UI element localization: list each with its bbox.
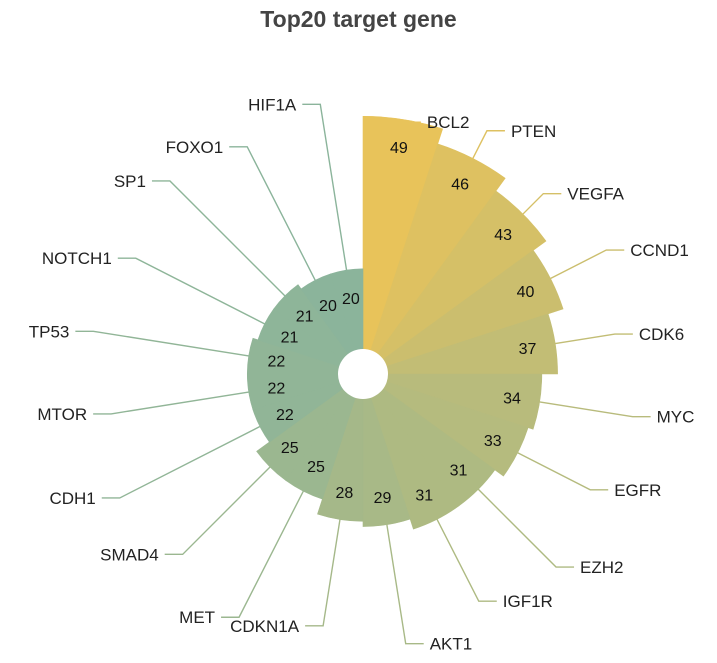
value-label-foxo1: 20	[319, 298, 337, 315]
category-label-ezh2: EZH2	[580, 558, 623, 577]
category-label-notch1: NOTCH1	[42, 249, 112, 268]
value-label-cdh1: 22	[276, 407, 294, 424]
leader-line-tp53	[75, 330, 249, 357]
category-label-tp53: TP53	[29, 322, 70, 341]
leader-line-cdk6	[555, 333, 633, 345]
value-label-pten: 46	[451, 176, 469, 193]
category-label-myc: MYC	[657, 408, 695, 427]
value-label-ezh2: 31	[450, 463, 468, 480]
category-label-akt1: AKT1	[430, 635, 473, 654]
value-label-cdkn1a: 28	[335, 485, 353, 502]
category-label-foxo1: FOXO1	[166, 138, 224, 157]
leader-line-smad4	[164, 466, 271, 556]
category-labels: BCL2 PTEN VEGFA CCND1 CDK6 MYC EGFR EZH2 IGF1R AK…	[29, 95, 695, 653]
category-label-vegfa: VEGFA	[567, 185, 624, 204]
value-label-mtor: 22	[267, 381, 285, 398]
value-labels: 49 46 43 40 37 34 33 31 31 29 28 25 25 22 22 22 21 21 20 20	[267, 140, 536, 507]
value-label-vegfa: 43	[494, 227, 512, 244]
value-label-egfr: 33	[484, 433, 502, 450]
leader-line-mtor	[93, 391, 249, 415]
leader-lines	[75, 103, 651, 645]
leader-line-foxo1	[229, 146, 316, 281]
leader-line-cdkn1a	[305, 519, 341, 627]
value-label-igf1r: 31	[415, 487, 433, 504]
value-label-cdk6: 37	[519, 341, 537, 358]
bars	[246, 115, 564, 530]
category-label-sp1: SP1	[114, 172, 146, 191]
leader-line-igf1r	[436, 518, 497, 602]
category-label-bcl2: BCL2	[427, 113, 470, 132]
center-hole	[338, 349, 388, 399]
leader-line-egfr	[517, 452, 609, 491]
leader-line-pten	[472, 130, 505, 159]
category-label-met: MET	[179, 608, 215, 627]
leader-line-notch1	[117, 257, 265, 325]
category-label-cdkn1a: CDKN1A	[230, 617, 300, 636]
leader-line-met	[221, 490, 304, 618]
leader-line-hif1a	[302, 103, 348, 271]
category-label-mtor: MTOR	[37, 405, 87, 424]
value-label-bcl2: 49	[390, 140, 408, 157]
category-label-egfr: EGFR	[614, 481, 661, 500]
value-label-ccnd1: 40	[517, 284, 535, 301]
category-label-cdk6: CDK6	[639, 325, 684, 344]
value-label-tp53: 22	[267, 353, 285, 370]
leader-line-cdh1	[101, 425, 261, 499]
leader-line-sp1	[151, 180, 286, 297]
category-label-cdh1: CDH1	[49, 489, 95, 508]
leader-line-myc	[539, 401, 651, 418]
value-label-smad4: 25	[281, 440, 299, 457]
value-label-met: 25	[307, 459, 325, 476]
chart-title: Top20 target gene	[260, 6, 457, 32]
category-label-smad4: SMAD4	[100, 545, 159, 564]
leader-line-ezh2	[477, 488, 575, 568]
value-label-akt1: 29	[374, 490, 392, 507]
category-label-pten: PTEN	[511, 122, 556, 141]
category-label-ccnd1: CCND1	[630, 241, 689, 260]
leader-line-ccnd1	[550, 249, 625, 280]
value-label-sp1: 21	[296, 309, 314, 326]
leader-line-vegfa	[522, 192, 562, 215]
category-label-hif1a: HIF1A	[248, 95, 297, 114]
value-label-myc: 34	[503, 391, 521, 408]
leader-line-akt1	[386, 524, 424, 645]
category-label-igf1r: IGF1R	[503, 592, 553, 611]
value-label-notch1: 21	[281, 330, 299, 347]
value-label-hif1a: 20	[342, 291, 360, 308]
